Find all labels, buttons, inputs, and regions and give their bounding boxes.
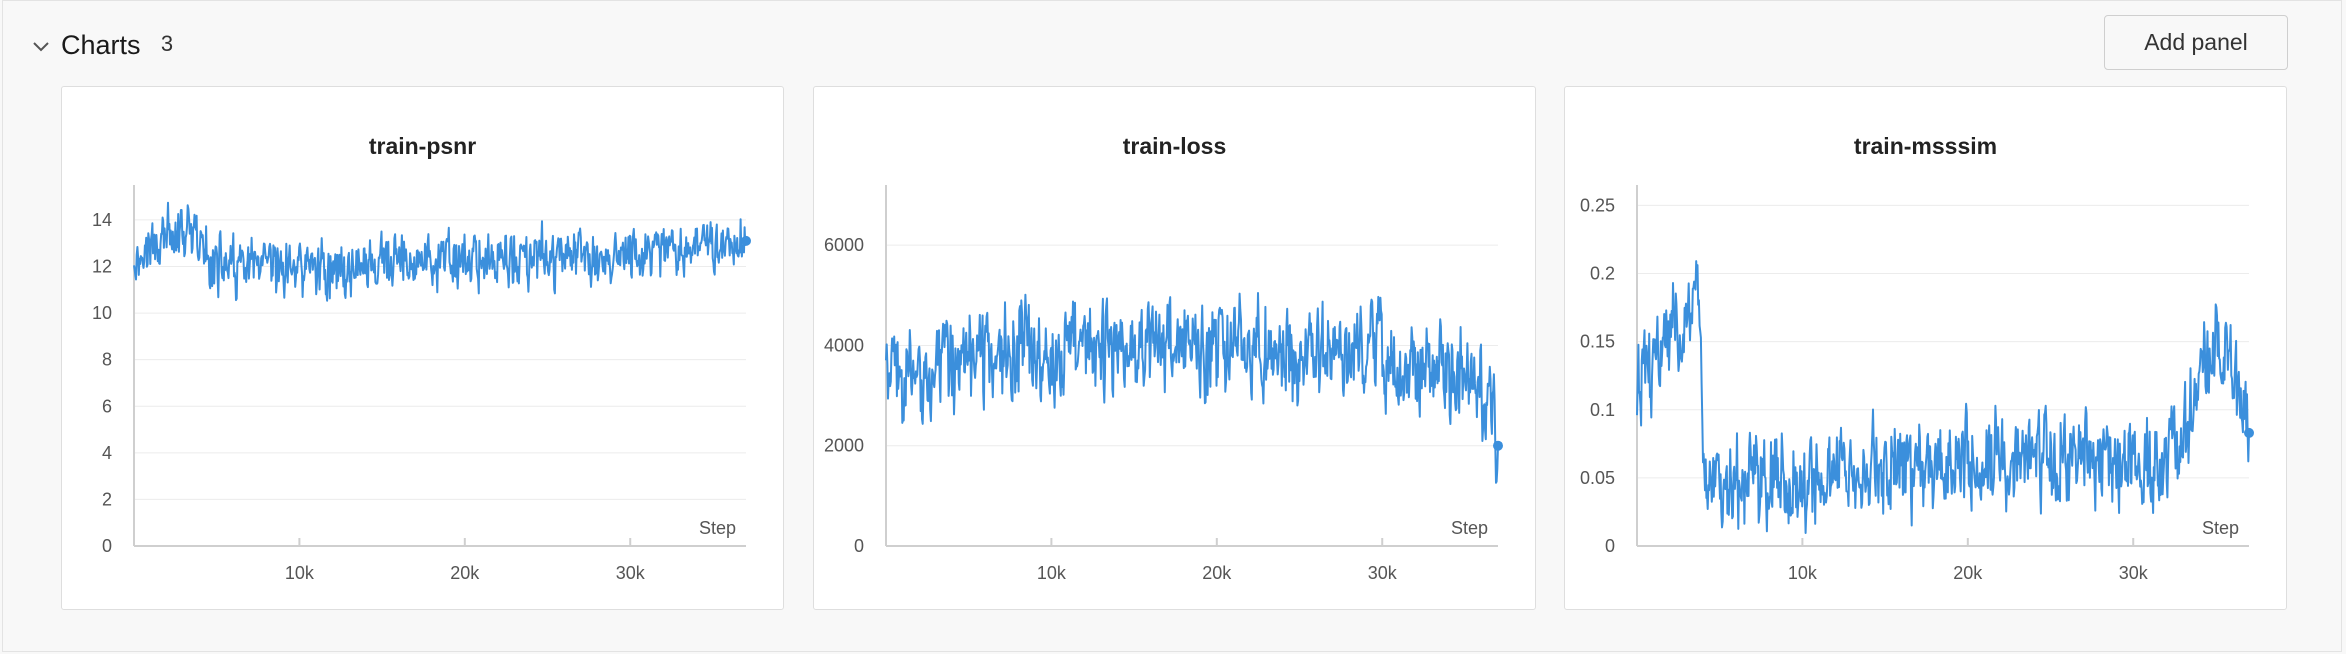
y-tick-label: 0.2	[1590, 264, 1615, 284]
train-loss-chart: 0 2000 4000 6000 10k 20k 30k Step	[824, 185, 1503, 583]
x-tick-label: 30k	[616, 563, 646, 583]
y-tick-label: 0.15	[1580, 332, 1615, 352]
chart-panel-train-loss[interactable]: 0 2000 4000 6000 10k 20k 30k Step train-loss	[813, 86, 1536, 610]
y-tick-label: 0.1	[1590, 400, 1615, 420]
y-tick-label: 2000	[824, 436, 864, 456]
y-tick-label: 10	[92, 303, 112, 323]
series-last-point	[2244, 427, 2254, 438]
x-tick-label: 20k	[1202, 563, 1232, 583]
x-axis-label: Step	[699, 518, 736, 538]
y-tick-label: 0	[1605, 536, 1615, 556]
y-tick-label: 6000	[824, 235, 864, 255]
x-tick-label: 10k	[1037, 563, 1067, 583]
y-tick-label: 4	[102, 443, 112, 463]
series-line	[133, 201, 747, 302]
chevron-down-icon[interactable]	[31, 37, 51, 57]
y-tick-label: 4000	[824, 335, 864, 355]
panel-title: train-psnr	[368, 133, 477, 159]
panel-count-badge: 3	[151, 27, 183, 61]
y-tick-label: 14	[92, 210, 112, 230]
y-tick-label: 0	[102, 536, 112, 556]
y-tick-label: 0	[854, 536, 864, 556]
series-line	[1636, 260, 2250, 534]
y-tick-label: 6	[102, 396, 112, 416]
y-tick-label: 12	[92, 257, 112, 277]
x-axis-label: Step	[2202, 518, 2239, 538]
x-axis-label: Step	[1451, 518, 1488, 538]
series-last-point	[741, 235, 751, 246]
chart-panel-train-msssim[interactable]: 0 0.05 0.1 0.15 0.2 0.25 10k 20k 30k Step train-m…	[1564, 86, 2287, 610]
x-tick-label: 20k	[1953, 563, 1983, 583]
x-tick-label: 30k	[1368, 563, 1398, 583]
train-psnr-chart: 0 2 4 6 8 10 12 14 10k 20k 30k Step	[92, 185, 751, 583]
panel-title: train-msssim	[1853, 133, 1998, 159]
y-tick-label: 2	[102, 489, 112, 509]
y-tick-label: 0.25	[1580, 195, 1615, 215]
section-title[interactable]: Charts	[61, 30, 141, 60]
series-line	[885, 292, 1499, 484]
series-last-point	[1493, 440, 1503, 451]
chart-panel-train-psnr[interactable]: 0 2 4 6 8 10 12 14 10k 20k 30k Step train-psnr	[61, 86, 784, 610]
x-tick-label: 20k	[450, 563, 480, 583]
add-panel-button[interactable]: Add panel	[2104, 15, 2288, 70]
x-tick-label: 10k	[285, 563, 315, 583]
panel-title: train-loss	[1122, 133, 1227, 159]
y-tick-label: 8	[102, 350, 112, 370]
x-tick-label: 30k	[2119, 563, 2149, 583]
y-tick-label: 0.05	[1580, 468, 1615, 488]
x-tick-label: 10k	[1788, 563, 1818, 583]
train-msssim-chart: 0 0.05 0.1 0.15 0.2 0.25 10k 20k 30k Step	[1580, 185, 2254, 583]
